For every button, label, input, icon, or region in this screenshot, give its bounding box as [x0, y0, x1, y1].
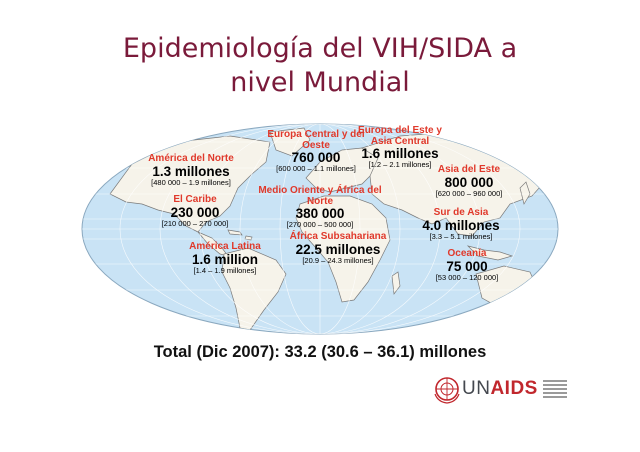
region-name: Europa Central y del Oeste: [267, 129, 365, 151]
region-value: 380 000: [295, 206, 345, 221]
region-value: 1.6 million: [191, 251, 259, 267]
region-range: [210 000 – 270 000]: [161, 218, 229, 228]
region-value: 1.6 millones: [361, 146, 439, 161]
region-latin-america: América Latina 1.6 million [1.4 – 1.9 mi…: [180, 241, 270, 275]
region-caribbean: El Caribe 230 000 [210 000 – 270 000]: [150, 194, 240, 228]
region-value: 75 000: [446, 258, 488, 274]
region-range: [480 000 – 1.9 millones]: [151, 177, 231, 187]
region-name: Europa del Este y Asia Central: [358, 125, 442, 147]
region-central-western-europe: Europa Central y del Oeste 760 000 [600 …: [266, 129, 366, 174]
africa-landmass: [295, 195, 391, 303]
logo-fine-print: [542, 378, 567, 400]
region-name: Sur de Asia: [433, 207, 489, 218]
title-line-2: nivel Mundial: [230, 67, 410, 98]
total-caption: Total (Dic 2007): 33.2 (30.6 – 36.1) mil…: [153, 343, 487, 361]
region-range: [600 000 – 1.1 millones]: [276, 164, 356, 174]
region-range: [3.3 – 5.1 millones]: [429, 231, 493, 241]
title-line-1: Epidemiología del VIH/SIDA a: [122, 33, 518, 64]
region-north-america: América del Norte 1.3 millones [480 000 …: [136, 153, 246, 187]
region-value: 4.0 millones: [422, 217, 500, 233]
region-value: 760 000: [291, 150, 341, 165]
un-emblem-icon: [434, 377, 460, 404]
region-name: América del Norte: [148, 153, 234, 164]
region-range: [270 000 – 500 000]: [286, 220, 354, 230]
region-value: 230 000: [170, 204, 220, 220]
region-middle-east-north-africa: Medio Oriente y África del Norte 380 000…: [252, 185, 388, 230]
region-range: [53 000 – 120 000]: [435, 272, 499, 282]
region-value: 800 000: [444, 174, 494, 190]
madagascar: [391, 271, 401, 295]
region-sub-saharan-africa: África Subsahariana 22.5 millones [20.9 …: [280, 231, 396, 265]
region-name: América Latina: [189, 241, 261, 252]
region-range: [1.4 – 1.9 millones]: [193, 265, 257, 275]
world-map: [81, 123, 559, 335]
region-name: Medio Oriente y África del Norte: [258, 185, 382, 207]
region-name: África Subsahariana: [289, 231, 387, 242]
region-range: [620 000 – 960 000]: [435, 188, 503, 198]
caribbean-islands: [227, 229, 253, 241]
unaids-logo: UNAIDS: [432, 372, 567, 406]
region-value: 1.3 millones: [152, 163, 230, 179]
region-name: Oceanía: [447, 248, 487, 259]
page-title: Epidemiología del VIH/SIDA a nivel Mundi…: [0, 32, 640, 100]
region-range: [20.9 – 24.3 millones]: [302, 255, 374, 265]
graticule: [82, 124, 558, 334]
region-name: Asia del Este: [437, 164, 501, 175]
north-america-landmass: [109, 135, 271, 233]
region-range: [1.2 – 2.1 millones]: [368, 160, 432, 170]
region-value: 22.5 millones: [295, 241, 381, 257]
region-eastern-europe-central-asia: Europa del Este y Asia Central 1.6 millo…: [358, 125, 442, 170]
region-south-asia: Sur de Asia 4.0 millones [3.3 – 5.1 mill…: [422, 207, 500, 241]
region-east-asia: Asia del Este 800 000 [620 000 – 960 000…: [430, 164, 508, 198]
new-zealand: [545, 305, 555, 323]
region-oceania: Oceanía 75 000 [53 000 – 120 000]: [428, 248, 506, 282]
region-name: El Caribe: [173, 194, 217, 205]
southeast-asia-islands: [466, 245, 514, 261]
logo-wordmark: UNAIDS: [462, 378, 538, 400]
logo-suffix: AIDS: [490, 378, 538, 399]
logo-prefix: UN: [462, 378, 491, 399]
